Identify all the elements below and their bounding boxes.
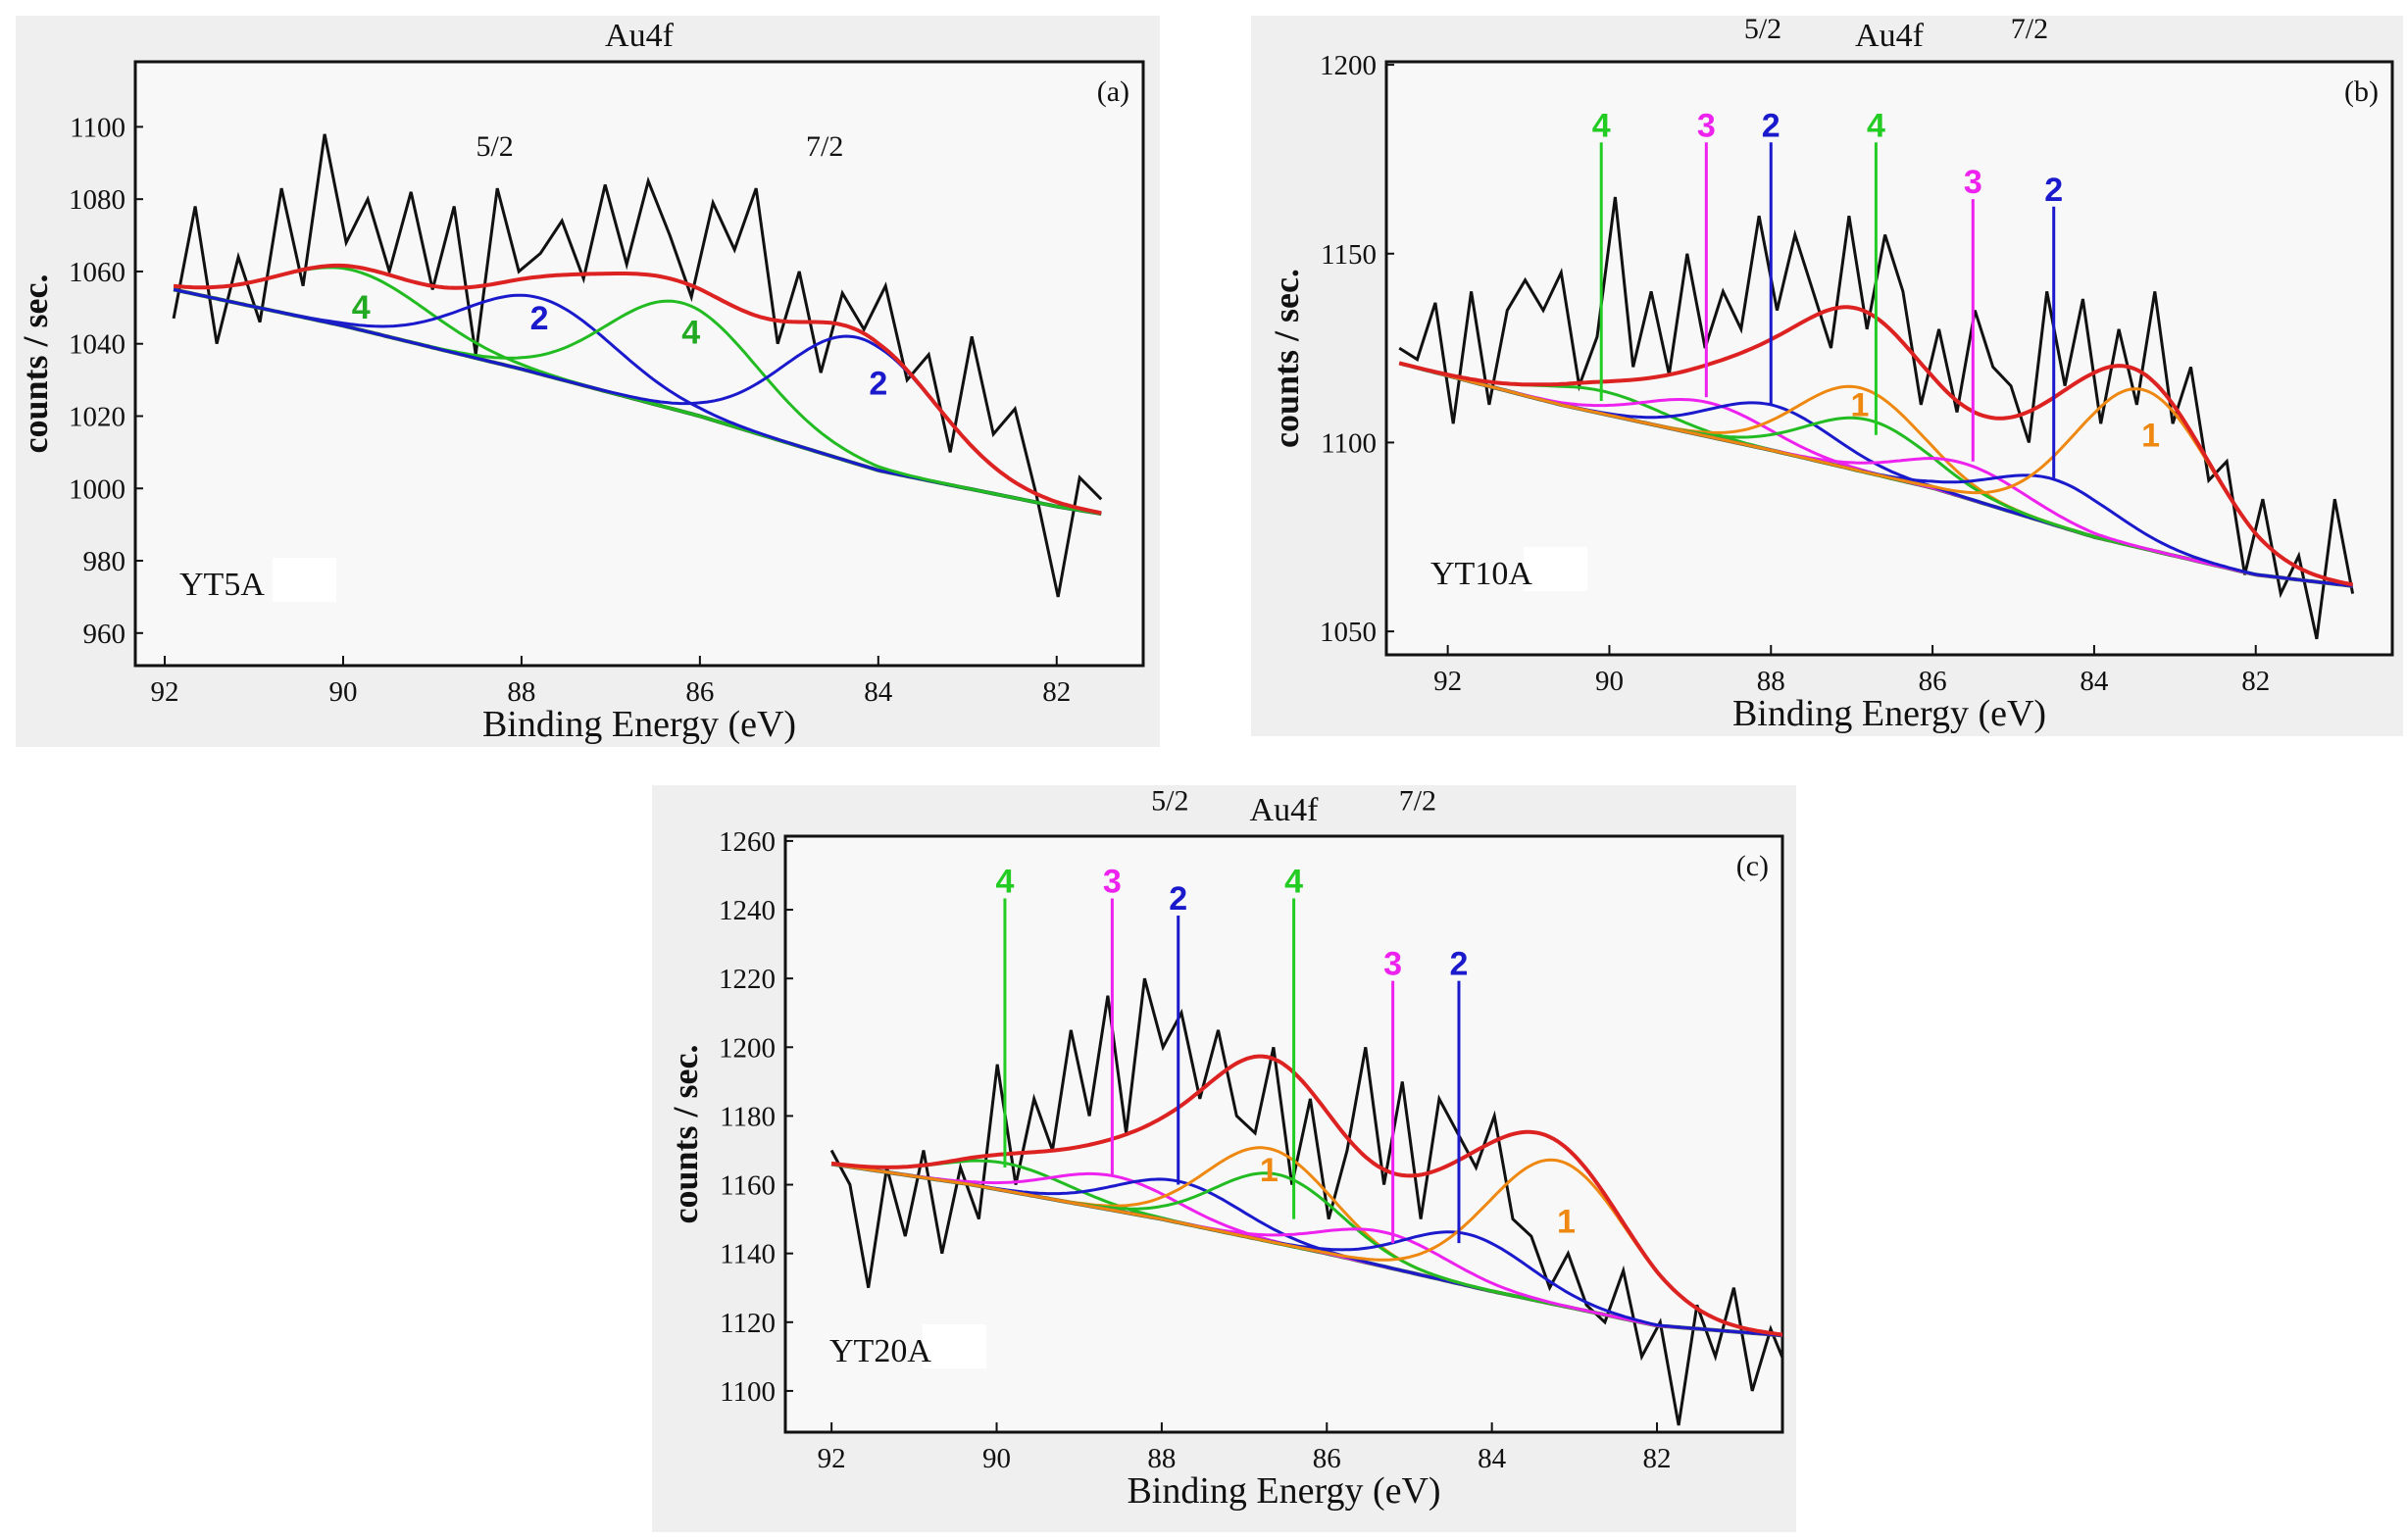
x-axis-label: Binding Energy (eV) bbox=[1127, 1470, 1440, 1512]
y-tick-label: 1100 bbox=[720, 1376, 776, 1408]
raw-spectrum-line bbox=[829, 977, 1782, 1426]
y-axis-label: counts / sec. bbox=[666, 1045, 705, 1224]
spin-orbit-annotation: 7/2 bbox=[2011, 13, 2048, 45]
peak-label: 4 bbox=[352, 289, 371, 326]
chart-title: Au4f bbox=[605, 18, 675, 54]
peak-label: 4 bbox=[1592, 107, 1611, 144]
chart-title: Au4f bbox=[1855, 18, 1925, 54]
peak-label: 2 bbox=[869, 365, 887, 402]
x-tick-label: 86 bbox=[1919, 666, 1947, 697]
panel-label: (c) bbox=[1736, 850, 1769, 882]
y-tick-label: 980 bbox=[83, 546, 126, 577]
y-tick-label: 1220 bbox=[719, 964, 776, 995]
sample-label: YT20A bbox=[829, 1333, 931, 1369]
chart-panel-a: 92 90 88 86 84 82 960 980 1000 1020 1040 1060 1080 11… bbox=[16, 16, 1160, 747]
peak-label: 2 bbox=[1762, 107, 1780, 144]
envelope-fit-line bbox=[173, 263, 1102, 516]
peak-label: 2 bbox=[2044, 172, 2063, 209]
x-tick-label: 84 bbox=[864, 676, 893, 708]
x-axis-label: Binding Energy (eV) bbox=[1732, 693, 2046, 734]
y-tick-label: 1060 bbox=[69, 257, 125, 288]
x-tick-label: 86 bbox=[1313, 1443, 1341, 1474]
spin-orbit-annotation: 5/2 bbox=[1151, 784, 1188, 817]
peak-label: 1 bbox=[2141, 417, 2160, 454]
y-tick-label: 1120 bbox=[720, 1308, 776, 1339]
y-axis-label: counts / sec. bbox=[16, 274, 55, 454]
y-tick-label: 1200 bbox=[719, 1032, 776, 1064]
y-tick-label: 1000 bbox=[69, 473, 125, 505]
y-tick-label: 1020 bbox=[69, 401, 125, 432]
label-box bbox=[923, 1324, 986, 1368]
chart-panel-c: 92 90 88 86 84 82 1100 1120 1140 1160 1180 1200 1220… bbox=[652, 784, 1796, 1532]
peak-label: 4 bbox=[1284, 864, 1303, 901]
peak-label: 4 bbox=[995, 864, 1014, 901]
chart-title: Au4f bbox=[1250, 792, 1320, 828]
y-tick-label: 1260 bbox=[719, 826, 776, 858]
y-tick-label: 960 bbox=[83, 619, 126, 650]
x-tick-label: 90 bbox=[982, 1443, 1011, 1474]
peak-label: 1 bbox=[1260, 1152, 1279, 1189]
x-tick-label: 88 bbox=[1147, 1443, 1176, 1474]
y-tick-label: 1150 bbox=[1321, 239, 1377, 271]
y-tick-label: 1050 bbox=[1320, 617, 1377, 648]
spin-orbit-annotation: 7/2 bbox=[1399, 784, 1436, 817]
x-tick-label: 92 bbox=[818, 1443, 846, 1474]
y-tick-label: 1200 bbox=[1320, 50, 1377, 81]
panel-label: (a) bbox=[1097, 75, 1129, 108]
x-tick-label: 88 bbox=[507, 676, 535, 708]
chart-panel-b: 92 90 88 86 84 82 1050 1100 1150 1200 Binding Ener… bbox=[1251, 13, 2403, 736]
x-tick-label: 82 bbox=[1643, 1443, 1672, 1474]
peak-label: 3 bbox=[1697, 107, 1716, 144]
panel-label: (b) bbox=[2344, 75, 2379, 108]
peak-label: 2 bbox=[1450, 946, 1469, 983]
y-tick-label: 1040 bbox=[69, 329, 125, 361]
y-tick-label: 1140 bbox=[720, 1239, 776, 1270]
raw-spectrum-line bbox=[172, 133, 1103, 598]
plot-area bbox=[829, 977, 1782, 1426]
peak-label: 2 bbox=[530, 300, 549, 337]
peak-label: 1 bbox=[1850, 386, 1869, 423]
x-tick-label: 82 bbox=[2241, 666, 2270, 697]
y-axis-label: counts / sec. bbox=[1267, 269, 1306, 448]
peak-label: 3 bbox=[1964, 164, 1982, 201]
plot-area bbox=[172, 133, 1103, 598]
x-tick-label: 90 bbox=[1595, 666, 1624, 697]
sample-label: YT10A bbox=[1430, 556, 1532, 592]
x-tick-label: 82 bbox=[1042, 676, 1071, 708]
y-tick-label: 1240 bbox=[719, 895, 776, 926]
y-tick-label: 1180 bbox=[720, 1101, 776, 1132]
spin-orbit-annotation: 5/2 bbox=[1744, 13, 1781, 45]
x-tick-label: 84 bbox=[2080, 666, 2109, 697]
peak-label: 4 bbox=[681, 315, 700, 352]
peak-label: 3 bbox=[1383, 946, 1402, 983]
x-tick-label: 84 bbox=[1478, 1443, 1507, 1474]
spin-orbit-annotation: 5/2 bbox=[476, 130, 513, 163]
peak-label: 1 bbox=[1557, 1204, 1576, 1241]
y-tick-label: 1100 bbox=[70, 112, 125, 143]
x-tick-label: 86 bbox=[685, 676, 714, 708]
x-tick-label: 90 bbox=[328, 676, 357, 708]
y-tick-label: 1080 bbox=[69, 184, 125, 216]
y-tick-label: 1100 bbox=[1321, 427, 1377, 459]
peak-label: 2 bbox=[1169, 880, 1187, 918]
y-tick-label: 1160 bbox=[720, 1170, 776, 1202]
label-box bbox=[1524, 547, 1587, 591]
spin-orbit-annotation: 7/2 bbox=[806, 130, 843, 163]
peak-label: 4 bbox=[1867, 107, 1885, 144]
x-tick-label: 92 bbox=[151, 676, 179, 708]
x-axis-label: Binding Energy (eV) bbox=[482, 704, 796, 745]
label-box bbox=[273, 558, 336, 602]
x-tick-label: 92 bbox=[1433, 666, 1462, 697]
x-tick-label: 88 bbox=[1757, 666, 1785, 697]
peak-label: 3 bbox=[1103, 864, 1122, 901]
envelope-fit-line bbox=[830, 1054, 1782, 1337]
sample-label: YT5A bbox=[179, 567, 265, 603]
